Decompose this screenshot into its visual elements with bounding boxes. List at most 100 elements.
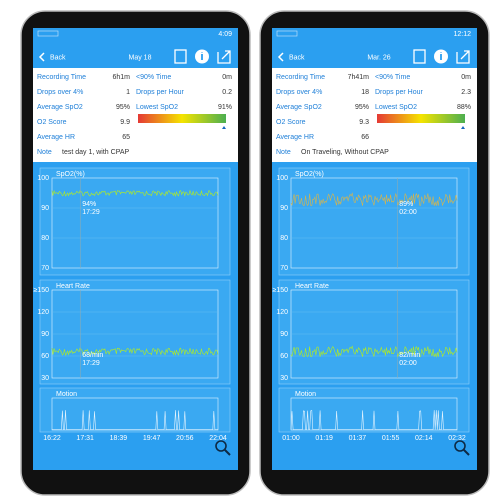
zoom-icon[interactable] <box>454 440 466 452</box>
y-tick-label: ≥150 <box>33 287 49 294</box>
y-tick-label: 100 <box>37 175 49 182</box>
date-title: May 18 <box>129 54 152 61</box>
stat-value: 95% <box>355 104 369 111</box>
time-label: 01:37 <box>349 435 367 442</box>
back-chevron[interactable] <box>277 52 284 62</box>
stat-label: Recording Time <box>276 74 325 81</box>
chart-card <box>278 387 470 433</box>
stat-label: Drops over 4% <box>276 89 322 96</box>
time-label: 22:04 <box>209 435 227 442</box>
cursor-label: 94% <box>82 201 96 208</box>
cursor-label: 02:00 <box>399 209 417 216</box>
stat-value: 65 <box>122 134 130 141</box>
y-tick-label: 70 <box>280 265 288 272</box>
motion-trace <box>290 409 457 430</box>
zoom-icon[interactable] <box>215 440 227 452</box>
chart-title: Heart Rate <box>295 283 329 290</box>
stat-value: 9.3 <box>359 119 369 126</box>
cursor-label: 17:29 <box>82 209 100 216</box>
plot-area <box>290 397 458 431</box>
back-button[interactable]: Back <box>50 54 66 61</box>
stat-value: 0.2 <box>222 89 232 96</box>
spo2-color-scale <box>377 114 465 123</box>
stat-label: Recording Time <box>37 74 86 81</box>
chart-title: Motion <box>56 391 77 398</box>
motion-trace <box>52 410 218 430</box>
y-tick-label: 80 <box>280 235 288 242</box>
chart-title: SpO2(%) <box>56 171 85 178</box>
cursor-label: 02:00 <box>399 360 417 367</box>
stat-value: 6h1m <box>112 74 130 81</box>
stat-label: <90% Time <box>136 74 171 81</box>
y-tick-label: 60 <box>41 353 49 360</box>
time-label: 01:19 <box>315 435 333 442</box>
chart-card <box>278 279 470 385</box>
plot-area <box>51 397 219 431</box>
chart-card <box>278 167 470 276</box>
stat-label: Drops per Hour <box>136 89 185 96</box>
stat-label: Drops over 4% <box>37 89 83 96</box>
chart-card <box>39 279 231 385</box>
y-tick-label: 90 <box>280 331 288 338</box>
share-icon[interactable] <box>456 50 470 64</box>
trace <box>290 345 458 358</box>
y-tick-label: 100 <box>276 175 288 182</box>
y-tick-label: 120 <box>37 309 49 316</box>
stat-value: 0m <box>461 74 471 81</box>
status-icons <box>276 30 298 37</box>
time-label: 02:32 <box>448 435 466 442</box>
chart-title: Motion <box>295 391 316 398</box>
stat-label: Average HR <box>276 134 314 141</box>
time-label: 17:31 <box>76 435 94 442</box>
scale-marker <box>222 126 226 129</box>
date-title: Mar. 26 <box>367 54 390 61</box>
stat-value: 91% <box>218 104 232 111</box>
y-tick-label: ≥150 <box>272 287 288 294</box>
stat-label: Average SpO2 <box>37 104 83 111</box>
stat-value: 1 <box>126 89 130 96</box>
stat-value: 2.3 <box>461 89 471 96</box>
stat-label: O2 Score <box>276 119 306 126</box>
status-time: 12:12 <box>453 31 471 38</box>
time-label: 01:00 <box>282 435 300 442</box>
stat-label: O2 Score <box>37 119 67 126</box>
edit-icon[interactable] <box>413 49 426 64</box>
y-tick-label: 30 <box>280 375 288 382</box>
time-label: 20:56 <box>176 435 194 442</box>
stat-label: Lowest SpO2 <box>136 104 178 111</box>
plot-area <box>290 177 458 269</box>
stat-label: Average HR <box>37 134 75 141</box>
chart-card <box>39 387 231 433</box>
note-label: Note <box>276 149 291 156</box>
stat-value: 88% <box>457 104 471 111</box>
back-chevron[interactable] <box>38 52 45 62</box>
share-icon[interactable] <box>217 50 231 64</box>
note-text: On Traveling, Without CPAP <box>301 149 389 156</box>
spo2-color-scale <box>138 114 226 123</box>
stat-label: Lowest SpO2 <box>375 104 417 111</box>
back-button[interactable]: Back <box>289 54 305 61</box>
stat-value: 0m <box>222 74 232 81</box>
trace <box>290 192 458 207</box>
y-tick-label: 90 <box>280 205 288 212</box>
cursor-label: 17:29 <box>82 360 100 367</box>
stat-value: 95% <box>116 104 130 111</box>
plot-area <box>51 177 219 269</box>
zoom-handle <box>224 449 231 456</box>
stat-value: 9.9 <box>120 119 130 126</box>
stat-value: 66 <box>361 134 369 141</box>
stat-value: 7h41m <box>348 74 370 81</box>
trace <box>51 189 219 198</box>
y-tick-label: 90 <box>41 331 49 338</box>
edit-icon[interactable] <box>174 49 187 64</box>
chart-title: SpO2(%) <box>295 171 324 178</box>
status-icons <box>37 30 59 37</box>
trace <box>51 347 219 356</box>
cursor-label: 89% <box>399 201 413 208</box>
y-tick-label: 70 <box>41 265 49 272</box>
y-tick-label: 80 <box>41 235 49 242</box>
status-time: 4:09 <box>218 31 232 38</box>
note-text: test day 1, with CPAP <box>62 149 130 156</box>
time-label: 02:14 <box>415 435 433 442</box>
